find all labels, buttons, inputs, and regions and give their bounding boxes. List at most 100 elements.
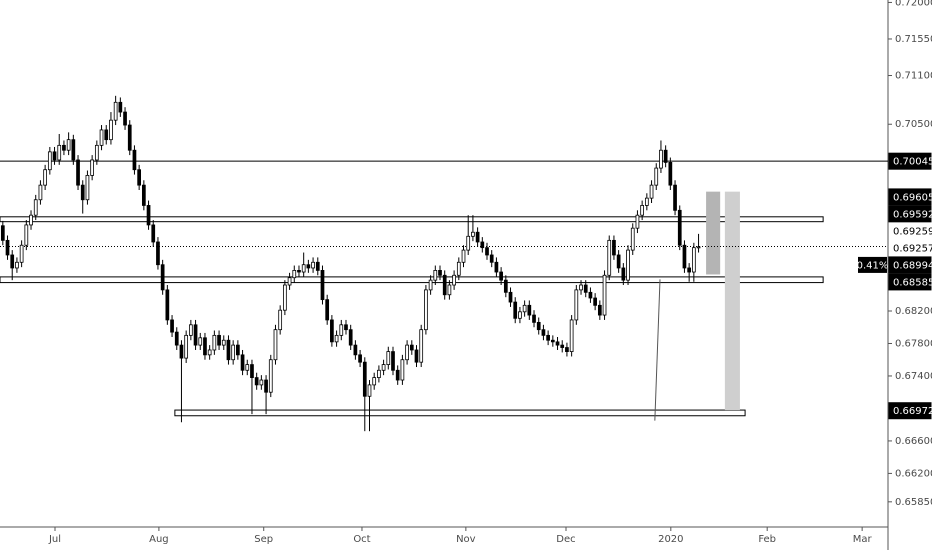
candle-body xyxy=(113,101,118,121)
price-label: 0.69592 xyxy=(893,209,932,220)
candle-body xyxy=(99,129,104,146)
price-label: 0.70045 xyxy=(893,157,932,168)
candle-body xyxy=(687,267,692,273)
candle-body xyxy=(555,341,560,346)
candle-body xyxy=(438,270,442,276)
candle-body xyxy=(466,235,471,251)
candle-body xyxy=(565,347,569,353)
candle-body xyxy=(221,339,226,346)
candle-body xyxy=(29,214,33,226)
candle-body xyxy=(522,304,527,313)
candle-body xyxy=(405,344,409,361)
candle-body xyxy=(90,159,94,176)
x-tick-label: Feb xyxy=(758,534,776,545)
candle-body xyxy=(348,329,353,346)
y-tick-label: 0.65850 xyxy=(895,497,932,508)
candle-body xyxy=(301,264,306,273)
candle-body xyxy=(311,261,315,269)
candle-body xyxy=(508,291,513,303)
candle-body xyxy=(52,151,57,161)
price-label: 0.69257 xyxy=(893,243,932,254)
candle-body xyxy=(165,289,170,321)
candle-body xyxy=(47,151,52,171)
candle-body xyxy=(424,289,428,331)
candle-body xyxy=(626,249,630,281)
x-tick-label: Mar xyxy=(853,534,873,545)
candle-body xyxy=(475,231,480,243)
candle-body xyxy=(240,354,245,371)
candle-body xyxy=(358,354,362,363)
candle-body xyxy=(536,321,541,331)
price-label-box xyxy=(888,402,932,420)
x-tick-label: 2020 xyxy=(658,534,683,545)
candle-body xyxy=(160,264,165,291)
candle-body xyxy=(541,329,546,336)
zone xyxy=(0,276,824,284)
candle-body xyxy=(489,254,494,263)
candle-body xyxy=(15,261,19,269)
x-tick-label: Nov xyxy=(456,534,476,545)
candle-body xyxy=(0,225,5,241)
candle-body xyxy=(57,144,62,161)
change-label: 0.41% xyxy=(857,260,889,271)
candle-body xyxy=(315,261,320,271)
projection-bar xyxy=(724,191,740,411)
price-label-box xyxy=(888,188,932,206)
candle-body xyxy=(456,261,461,276)
candle-body xyxy=(188,324,193,336)
candle-body xyxy=(283,284,287,311)
candle-body xyxy=(532,314,536,323)
candle-body xyxy=(268,359,273,393)
price-label-box xyxy=(888,205,932,223)
candle-body xyxy=(621,267,626,281)
candle-body xyxy=(442,274,447,296)
candle-body xyxy=(320,270,325,301)
candle-body xyxy=(38,184,43,201)
candle-body xyxy=(409,344,414,351)
x-tick-label: Aug xyxy=(149,534,169,545)
candle-body xyxy=(560,344,565,348)
candle-body xyxy=(518,311,522,319)
candle-body xyxy=(207,349,212,356)
candle-body xyxy=(447,284,452,296)
zone xyxy=(174,409,746,417)
candle-body xyxy=(66,139,71,151)
price-label-box xyxy=(888,273,932,291)
candle-body xyxy=(184,334,189,359)
candle-body xyxy=(654,167,659,186)
candle-body xyxy=(287,277,292,286)
candle-body xyxy=(663,149,668,163)
candle-body xyxy=(278,309,283,331)
candle-body xyxy=(151,224,156,243)
candle-body xyxy=(212,334,217,351)
candle-body xyxy=(691,247,696,273)
candle-body xyxy=(485,247,489,256)
candle-body xyxy=(104,129,109,141)
candle-body xyxy=(231,344,236,361)
candle-body xyxy=(400,359,405,381)
candle-body xyxy=(193,324,198,346)
candle-body xyxy=(579,284,583,291)
projection-bar xyxy=(706,191,721,275)
price-label: 0.69259 xyxy=(893,226,932,237)
candle-body xyxy=(381,364,386,371)
candle-body xyxy=(607,239,612,276)
candle-body xyxy=(480,241,485,249)
candle-body xyxy=(273,329,278,361)
candle-body xyxy=(499,271,503,281)
candle-body xyxy=(85,174,90,201)
candle-body xyxy=(94,144,99,161)
candle-body xyxy=(10,254,15,269)
candle-body xyxy=(334,334,339,343)
candle-body xyxy=(644,197,649,206)
candle-body xyxy=(583,284,588,293)
candle-body xyxy=(250,364,254,378)
candle-body xyxy=(33,199,38,216)
